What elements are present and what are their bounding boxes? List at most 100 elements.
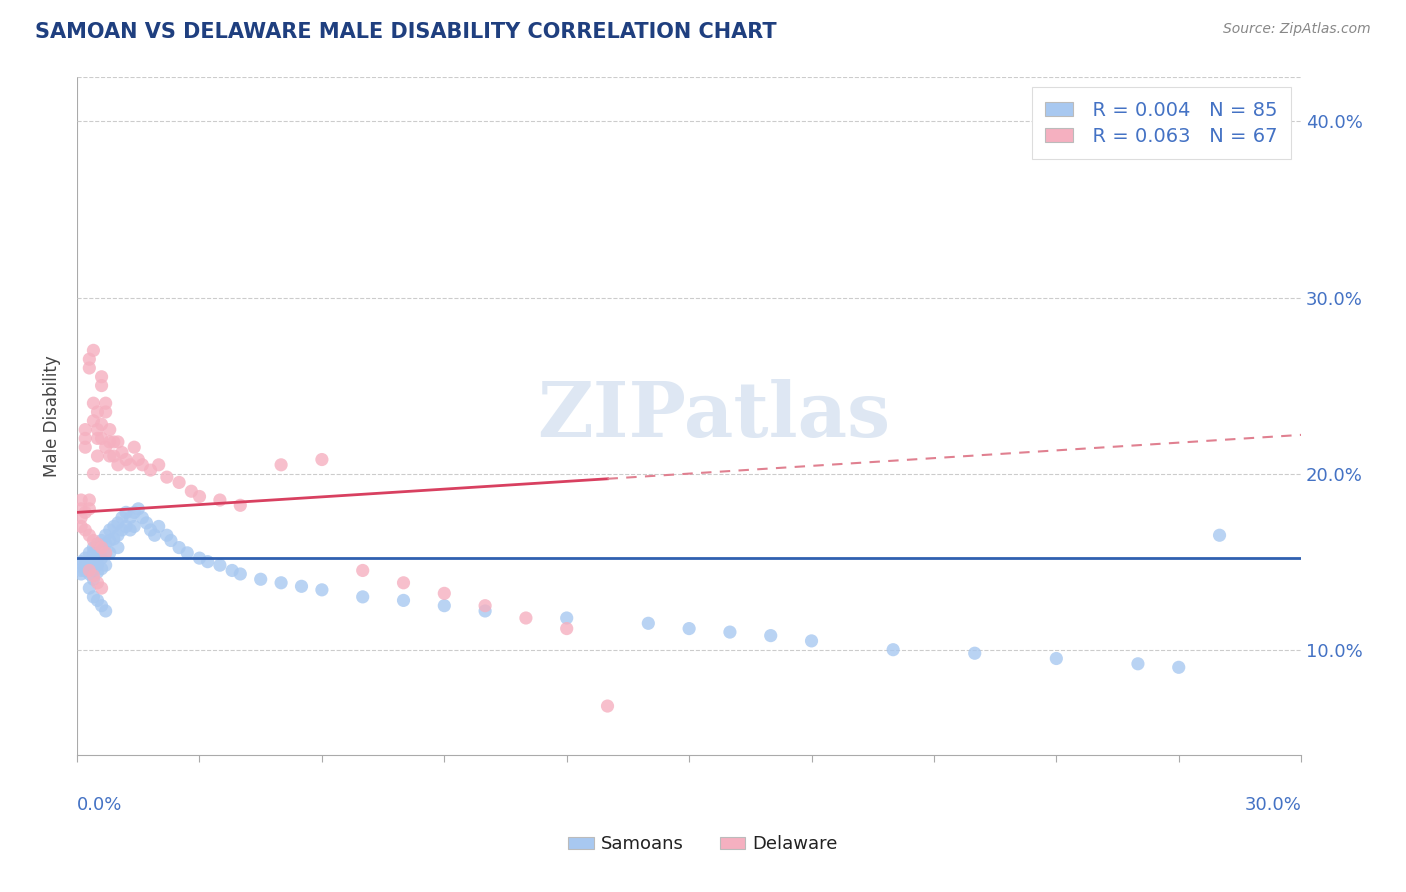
Legend: Samoans, Delaware: Samoans, Delaware <box>561 829 845 861</box>
Point <box>270 575 292 590</box>
Point <box>596 699 619 714</box>
Point <box>94 558 117 573</box>
Point <box>86 537 108 551</box>
Point <box>90 562 112 576</box>
Point <box>94 546 117 560</box>
Point <box>515 611 537 625</box>
Point <box>122 505 145 519</box>
Point <box>122 440 145 454</box>
Point <box>188 551 211 566</box>
Point <box>75 523 97 537</box>
Point <box>131 510 153 524</box>
Point <box>352 564 374 578</box>
Point <box>555 622 578 636</box>
Text: SAMOAN VS DELAWARE MALE DISABILITY CORRELATION CHART: SAMOAN VS DELAWARE MALE DISABILITY CORRE… <box>35 22 776 42</box>
Point <box>115 505 138 519</box>
Point <box>86 558 108 573</box>
Point <box>82 546 104 560</box>
Point <box>90 581 112 595</box>
Point <box>94 528 117 542</box>
Point <box>221 564 243 578</box>
Point <box>1126 657 1149 671</box>
Point <box>139 463 162 477</box>
Point <box>79 528 101 542</box>
Point <box>135 516 157 530</box>
Point <box>86 431 108 445</box>
Point <box>90 541 112 555</box>
Point <box>963 646 986 660</box>
Point <box>352 590 374 604</box>
Point <box>103 519 125 533</box>
Point <box>718 625 741 640</box>
Point <box>94 604 117 618</box>
Point <box>86 566 108 580</box>
Point <box>79 546 101 560</box>
Point <box>90 599 112 613</box>
Point <box>122 519 145 533</box>
Point <box>111 523 134 537</box>
Point <box>143 528 166 542</box>
Point <box>75 551 97 566</box>
Text: Source: ZipAtlas.com: Source: ZipAtlas.com <box>1223 22 1371 37</box>
Point <box>79 558 101 573</box>
Point <box>90 431 112 445</box>
Point <box>127 501 149 516</box>
Point <box>75 423 97 437</box>
Point <box>111 510 134 524</box>
Y-axis label: Male Disability: Male Disability <box>44 356 60 477</box>
Point <box>86 551 108 566</box>
Point <box>94 440 117 454</box>
Point <box>79 581 101 595</box>
Point <box>70 510 93 524</box>
Point <box>90 551 112 566</box>
Point <box>1167 660 1189 674</box>
Point <box>86 405 108 419</box>
Point <box>107 541 129 555</box>
Legend:   R = 0.004   N = 85,   R = 0.063   N = 67: R = 0.004 N = 85, R = 0.063 N = 67 <box>1032 87 1292 159</box>
Point <box>86 423 108 437</box>
Point <box>311 452 333 467</box>
Point <box>75 431 97 445</box>
Point <box>290 579 312 593</box>
Point <box>115 452 138 467</box>
Point <box>82 533 104 548</box>
Point <box>79 361 101 376</box>
Point <box>270 458 292 472</box>
Point <box>637 616 659 631</box>
Point <box>79 564 101 578</box>
Point <box>75 558 97 573</box>
Point <box>75 505 97 519</box>
Point <box>555 611 578 625</box>
Point <box>82 568 104 582</box>
Point <box>148 458 170 472</box>
Point <box>70 493 93 508</box>
Point <box>1208 528 1230 542</box>
Point <box>120 458 142 472</box>
Point <box>98 434 121 449</box>
Point <box>433 586 456 600</box>
Point <box>90 533 112 548</box>
Text: ZIPatlas: ZIPatlas <box>537 379 890 453</box>
Point <box>94 396 117 410</box>
Point <box>208 558 231 573</box>
Point <box>70 564 93 578</box>
Point <box>79 493 101 508</box>
Point <box>98 546 121 560</box>
Point <box>156 528 179 542</box>
Point <box>82 572 104 586</box>
Point <box>115 519 138 533</box>
Point <box>127 452 149 467</box>
Point <box>311 582 333 597</box>
Point <box>86 537 108 551</box>
Point <box>70 555 93 569</box>
Point <box>70 501 93 516</box>
Point <box>197 555 219 569</box>
Text: 30.0%: 30.0% <box>1244 796 1301 814</box>
Point <box>82 541 104 555</box>
Point <box>82 414 104 428</box>
Point <box>70 519 93 533</box>
Point <box>433 599 456 613</box>
Point <box>94 546 117 560</box>
Point <box>131 458 153 472</box>
Point <box>678 622 700 636</box>
